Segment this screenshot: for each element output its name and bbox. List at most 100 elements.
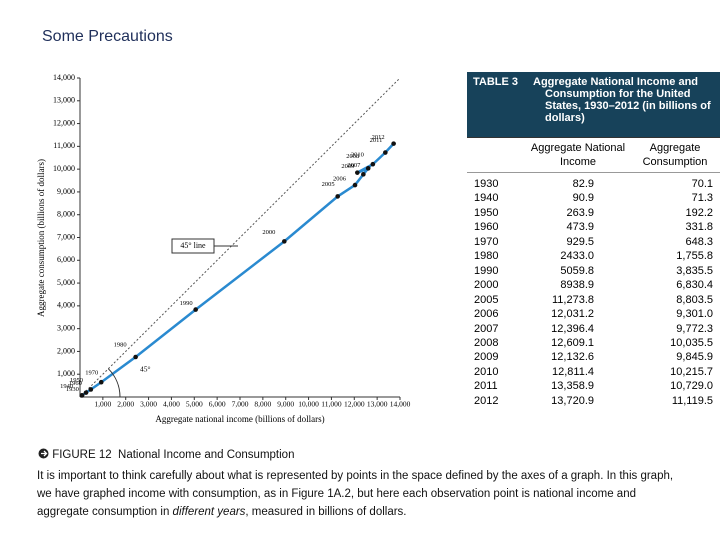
table-cell: 13,358.9 xyxy=(551,380,594,393)
row-label: 1930 xyxy=(474,178,499,190)
row-label: 2008 xyxy=(474,336,499,349)
table-title: Aggregate National Income and Consumptio… xyxy=(533,76,711,124)
point-label: 2010 xyxy=(351,152,364,159)
data-point xyxy=(79,393,85,398)
icon xyxy=(38,448,49,459)
point-label: 1950 xyxy=(70,377,83,384)
point-label: 2009 xyxy=(341,163,354,170)
y-tick-label: 5,000 xyxy=(57,278,75,287)
data-point xyxy=(83,390,89,395)
x-tick-label: 2,000 xyxy=(117,400,134,409)
data-line xyxy=(81,142,395,397)
data-point xyxy=(98,379,104,385)
point-label: 1970 xyxy=(85,370,98,377)
row-label: 1960 xyxy=(474,221,499,234)
table-cell: 8938.9 xyxy=(560,279,594,292)
annotation: 45° line xyxy=(180,241,206,250)
x-tick-label: 13,000 xyxy=(367,400,388,409)
point-label: 2011 xyxy=(370,137,383,144)
row-label: 2005 xyxy=(474,293,499,306)
point-label: 2006 xyxy=(333,176,347,183)
point-label: 2000 xyxy=(262,229,275,236)
x-tick-label: 8,000 xyxy=(254,400,271,409)
table-cell: 9,845.9 xyxy=(676,351,713,364)
y-axis-label: Aggregate consumption (billions of dolla… xyxy=(36,159,46,317)
row-label: 2010 xyxy=(474,365,499,378)
table-cell: 10,729.0 xyxy=(670,380,713,393)
row-label: 2009 xyxy=(474,351,499,364)
row-label: 1980 xyxy=(474,250,499,263)
table-label: TABLE 3 xyxy=(473,76,519,88)
figure-caption: FIGURE 12 National Income and Consumptio… xyxy=(38,448,294,461)
y-tick-label: 2,000 xyxy=(57,346,75,355)
x-tick-label: 11,000 xyxy=(321,400,342,409)
y-tick-label: 14,000 xyxy=(53,73,75,82)
point-label: 1930 xyxy=(66,386,79,393)
table-cell: 11,119.5 xyxy=(671,394,713,407)
data-point xyxy=(133,354,138,360)
y-tick-label: 4,000 xyxy=(57,301,75,310)
x-axis-label: Aggregate national income (billions of d… xyxy=(155,414,324,424)
table-cell: 13,720.9 xyxy=(551,394,594,407)
point-label: 1940 xyxy=(60,383,73,390)
table-cell: 11,273.8 xyxy=(551,293,594,306)
data-point xyxy=(335,194,340,199)
table-cell: 3,835.5 xyxy=(676,264,713,277)
x-tick-label: 7,000 xyxy=(232,400,249,409)
column-header: Aggregate National Income xyxy=(530,142,626,168)
text: , measured in billions of dollars. xyxy=(245,506,407,518)
reference-line xyxy=(79,77,401,398)
x-tick-label: 6,000 xyxy=(209,400,226,409)
slide-title: Some Precautions xyxy=(42,28,173,45)
data-point xyxy=(193,307,198,312)
data-point xyxy=(282,239,287,244)
table-cell: 929.5 xyxy=(566,235,594,248)
row-label: 1990 xyxy=(474,264,499,277)
figure-text: It is important to think carefully about… xyxy=(37,467,687,521)
table-cell: 10,035.5 xyxy=(670,336,713,349)
table-cell: 10,215.7 xyxy=(670,365,713,378)
figure-label: FIGURE 12 xyxy=(52,449,112,461)
y-tick-label: 10,000 xyxy=(53,164,75,173)
x-tick-label: 9,000 xyxy=(277,400,294,409)
row-label: 1950 xyxy=(474,206,499,219)
table-cell: 192.2 xyxy=(685,206,713,219)
table-cell: 1,755.8 xyxy=(676,250,713,263)
table-cell: 648.3 xyxy=(685,235,713,248)
table-cell: 9,772.3 xyxy=(676,322,713,335)
table-cell: 6,830.4 xyxy=(676,279,713,292)
table-cell: 331.8 xyxy=(685,221,713,234)
chart: Aggregate national income (billions of d… xyxy=(36,73,411,424)
point-label: 2007 xyxy=(347,162,361,169)
data-point xyxy=(365,166,371,171)
y-tick-label: 12,000 xyxy=(53,118,75,127)
column-header: Aggregate Consumption xyxy=(642,142,708,168)
data-point xyxy=(370,161,376,167)
point-label: 2005 xyxy=(322,181,335,188)
y-tick-label: 7,000 xyxy=(57,232,75,241)
data-point xyxy=(383,150,388,155)
row-label: 2011 xyxy=(474,380,498,393)
x-tick-label: 1,000 xyxy=(94,400,111,409)
data-point xyxy=(391,141,396,146)
row-label: 2007 xyxy=(474,322,499,335)
table-cell: 5059.8 xyxy=(560,264,594,277)
table-cell: 12,811.4 xyxy=(551,365,594,378)
y-tick-label: 3,000 xyxy=(57,323,75,332)
x-tick-label: 5,000 xyxy=(186,400,203,409)
point-label: 2008 xyxy=(346,153,359,160)
table-cell: 2433.0 xyxy=(560,250,594,263)
point-label: 2012 xyxy=(372,134,385,141)
point-label: 1990 xyxy=(180,300,193,307)
table-cell: 71.3 xyxy=(691,192,713,205)
x-tick-label: 12,000 xyxy=(344,400,365,409)
y-tick-label: 11,000 xyxy=(53,141,75,150)
row-label: 2012 xyxy=(474,394,499,407)
figure-title: National Income and Consumption xyxy=(118,449,295,461)
x-tick-label: 14,000 xyxy=(390,400,411,409)
table-cell: 12,031.2 xyxy=(551,308,594,321)
table-cell: 12,609.1 xyxy=(551,336,594,349)
table-cell: 12,396.4 xyxy=(551,322,594,335)
x-tick-label: 10,000 xyxy=(298,400,319,409)
